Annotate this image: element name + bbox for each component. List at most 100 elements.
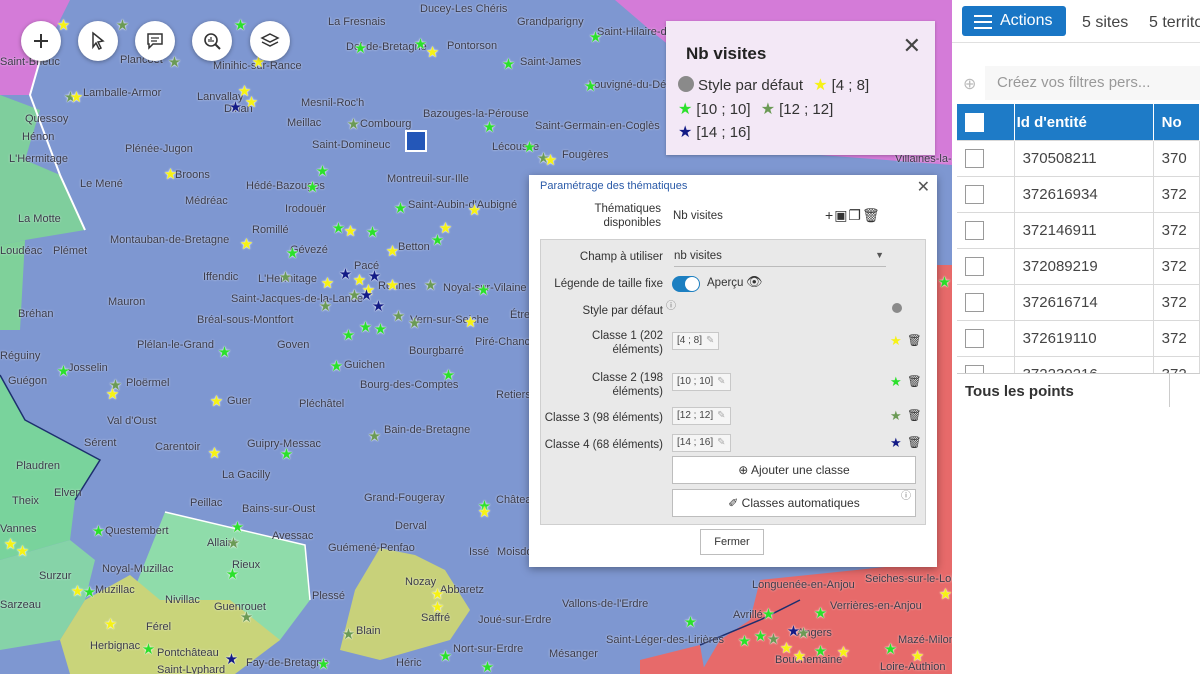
yellow-star-marker[interactable]: ★: [910, 648, 925, 665]
delete-icon[interactable]: 🗑: [907, 376, 922, 388]
green-star-marker[interactable]: ★: [937, 274, 952, 291]
yellow-star-marker[interactable]: ★: [320, 275, 335, 292]
save-icon[interactable]: ▣: [834, 207, 849, 223]
gray-star-marker[interactable]: ★: [63, 89, 78, 106]
layers-button[interactable]: [250, 21, 290, 61]
green-star-marker[interactable]: ★: [413, 36, 428, 53]
yellow-star-marker[interactable]: ★: [3, 536, 18, 553]
green-star-marker[interactable]: ★: [476, 282, 491, 299]
green-star-marker[interactable]: ★: [438, 648, 453, 665]
fixed-legend-toggle[interactable]: [672, 276, 700, 292]
yellow-star-marker[interactable]: ★: [244, 94, 259, 111]
copy-icon[interactable]: ❐: [848, 207, 862, 223]
green-star-marker[interactable]: ★: [430, 232, 445, 249]
yellow-star-marker[interactable]: ★: [425, 44, 440, 61]
row-checkbox[interactable]: [965, 293, 984, 312]
row-checkbox-cell[interactable]: [957, 248, 1015, 285]
yellow-star-marker[interactable]: ★: [792, 648, 807, 665]
delete-icon[interactable]: 🗑: [907, 437, 922, 449]
table-row[interactable]: 372616714 372: [957, 284, 1200, 321]
row-checkbox-cell[interactable]: [957, 212, 1015, 249]
table-row[interactable]: 372619110 372: [957, 320, 1200, 357]
gray-star-icon[interactable]: ★: [890, 408, 902, 423]
green-star-marker[interactable]: ★: [393, 200, 408, 217]
navy-star-marker[interactable]: ★: [371, 298, 386, 315]
navy-star-marker[interactable]: ★: [228, 99, 243, 116]
yellow-star-marker[interactable]: ★: [103, 616, 118, 633]
row-checkbox-cell[interactable]: [957, 176, 1015, 213]
select-all-checkbox[interactable]: [965, 112, 984, 132]
green-star-marker[interactable]: ★: [91, 523, 106, 540]
navy-star-marker[interactable]: ★: [224, 651, 239, 668]
green-star-marker[interactable]: ★: [225, 566, 240, 583]
yellow-star-marker[interactable]: ★: [70, 583, 85, 600]
table-row[interactable]: 372089219 372: [957, 248, 1200, 285]
green-star-marker[interactable]: ★: [737, 633, 752, 650]
green-star-marker[interactable]: ★: [341, 327, 356, 344]
actions-button[interactable]: Actions: [962, 6, 1066, 36]
sites-count[interactable]: 5 sites: [1082, 14, 1129, 31]
navy-star-marker[interactable]: ★: [359, 287, 374, 304]
green-star-marker[interactable]: ★: [233, 17, 248, 34]
row-checkbox[interactable]: [965, 329, 984, 348]
green-star-marker[interactable]: ★: [761, 606, 776, 623]
green-star-marker[interactable]: ★: [279, 446, 294, 463]
add-icon[interactable]: +: [825, 207, 835, 223]
class-4-range[interactable]: [14 ; 16] ✎: [672, 434, 731, 452]
green-star-marker[interactable]: ★: [753, 628, 768, 645]
navy-star-marker[interactable]: ★: [786, 623, 801, 640]
territories-count[interactable]: 5 territoires: [1149, 14, 1200, 31]
gray-star-marker[interactable]: ★: [423, 277, 438, 294]
selection-marker[interactable]: [405, 130, 427, 152]
yellow-star-marker[interactable]: ★: [385, 243, 400, 260]
row-checkbox[interactable]: [965, 185, 984, 204]
yellow-star-marker[interactable]: ★: [938, 586, 952, 603]
add-filter-icon[interactable]: ⊕: [963, 76, 977, 93]
yellow-star-marker[interactable]: ★: [836, 644, 851, 661]
gray-star-marker[interactable]: ★: [226, 535, 241, 552]
close-icon[interactable]: ✕: [916, 179, 930, 196]
green-star-marker[interactable]: ★: [480, 659, 495, 674]
navy-star-icon[interactable]: ★: [890, 435, 902, 450]
green-star-marker[interactable]: ★: [588, 29, 603, 46]
yellow-star-marker[interactable]: ★: [430, 599, 445, 616]
yellow-star-marker[interactable]: ★: [467, 202, 482, 219]
row-checkbox[interactable]: [965, 149, 984, 168]
yellow-star-marker[interactable]: ★: [56, 17, 71, 34]
gray-star-marker[interactable]: ★: [115, 17, 130, 34]
delete-icon[interactable]: 🗑: [907, 335, 922, 347]
gray-star-marker[interactable]: ★: [318, 298, 333, 315]
info-icon[interactable]: ⓘ: [901, 491, 911, 502]
green-star-marker[interactable]: ★: [883, 641, 898, 658]
row-checkbox[interactable]: [965, 257, 984, 276]
gray-star-marker[interactable]: ★: [108, 377, 123, 394]
green-star-marker[interactable]: ★: [315, 163, 330, 180]
green-star-marker[interactable]: ★: [329, 358, 344, 375]
green-star-marker[interactable]: ★: [373, 321, 388, 338]
yellow-star-marker[interactable]: ★: [163, 166, 178, 183]
yellow-star-marker[interactable]: ★: [543, 152, 558, 169]
green-star-marker[interactable]: ★: [353, 40, 368, 57]
row-checkbox-cell[interactable]: [957, 284, 1015, 321]
navy-star-marker[interactable]: ★: [338, 266, 353, 283]
green-star-marker[interactable]: ★: [813, 643, 828, 660]
class-1-range[interactable]: [4 ; 8] ✎: [672, 332, 720, 350]
green-star-marker[interactable]: ★: [358, 319, 373, 336]
yellow-star-marker[interactable]: ★: [779, 640, 794, 657]
yellow-star-marker[interactable]: ★: [463, 314, 478, 331]
table-row[interactable]: 372146911 372: [957, 212, 1200, 249]
row-checkbox[interactable]: [965, 221, 984, 240]
add-button[interactable]: [21, 21, 61, 61]
gray-star-marker[interactable]: ★: [391, 308, 406, 325]
yellow-star-marker[interactable]: ★: [209, 393, 224, 410]
gray-star-marker[interactable]: ★: [167, 54, 182, 71]
yellow-star-marker[interactable]: ★: [343, 223, 358, 240]
navy-star-marker[interactable]: ★: [367, 268, 382, 285]
yellow-star-marker[interactable]: ★: [239, 236, 254, 253]
delete-icon[interactable]: 🗑: [861, 207, 881, 223]
row-checkbox-cell[interactable]: [957, 140, 1015, 177]
default-style-dot[interactable]: [892, 303, 902, 313]
table-row[interactable]: 372616934 372: [957, 176, 1200, 213]
close-icon[interactable]: ✕: [902, 33, 921, 58]
green-star-marker[interactable]: ★: [522, 139, 537, 156]
